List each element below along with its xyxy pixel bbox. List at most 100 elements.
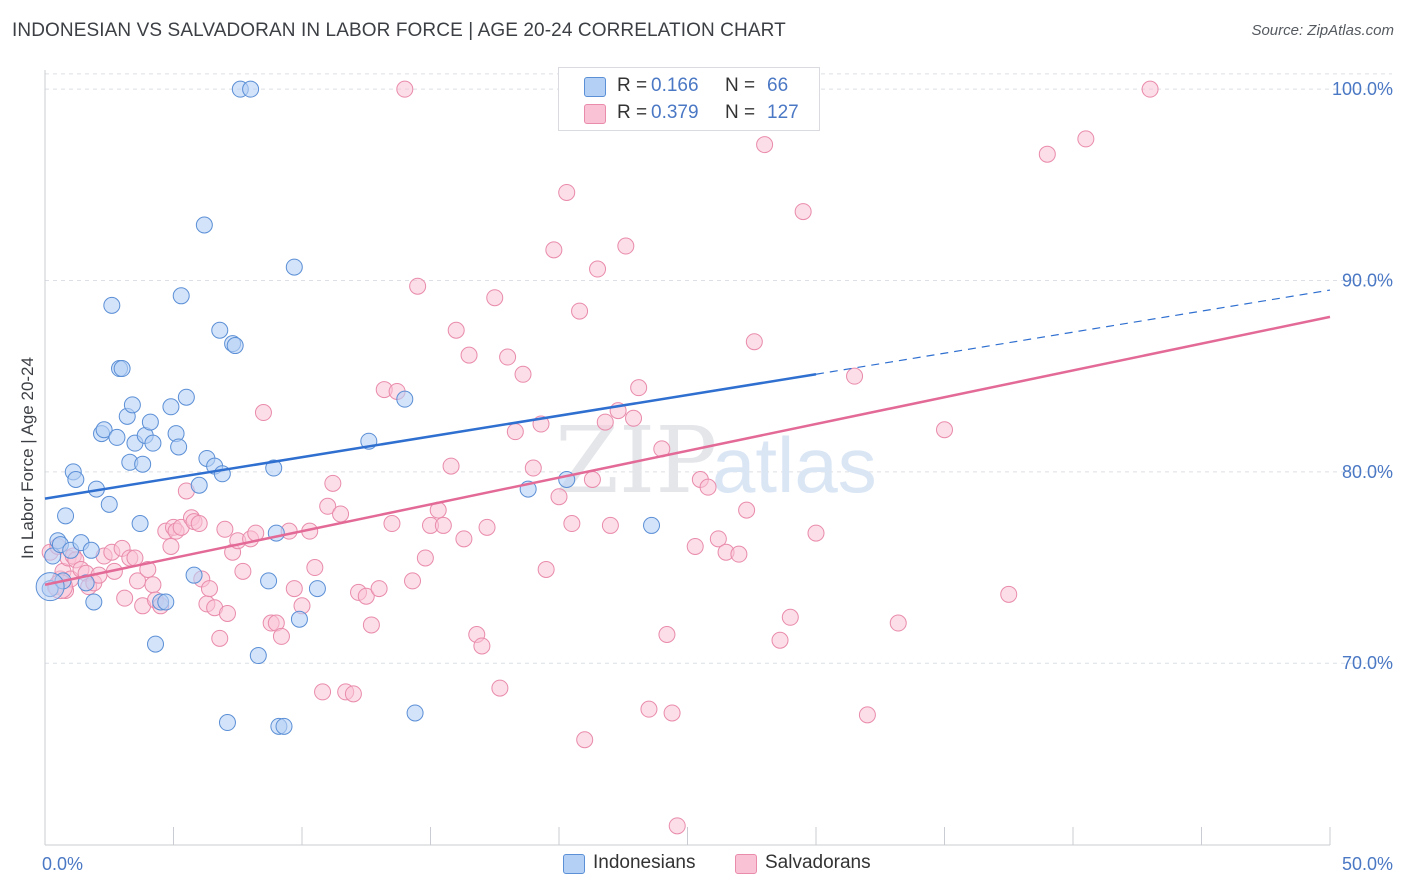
- salvadoran-point: [889, 614, 907, 632]
- salvadoran-point: [738, 501, 756, 519]
- indonesian-point: [195, 216, 213, 234]
- salvadoran-point: [216, 520, 234, 538]
- salvadoran-point: [699, 478, 717, 496]
- salvadoran-point: [200, 580, 218, 598]
- indonesian-point: [275, 717, 293, 735]
- chart-title: INDONESIAN VS SALVADORAN IN LABOR FORCE …: [12, 20, 786, 41]
- salvadoran-point: [162, 537, 180, 555]
- salvadoran-point: [139, 560, 157, 578]
- salvadoran-point: [460, 346, 478, 364]
- indonesian-point: [172, 287, 190, 305]
- legend-r-label: R =: [617, 102, 648, 123]
- indonesian-point: [144, 434, 162, 452]
- indonesian-point: [67, 471, 85, 489]
- indonesian-point: [82, 541, 100, 559]
- salvadoran-point: [306, 559, 324, 577]
- tick-labels: 70.0% 80.0% 90.0% 100.0% 0.0% 50.0%: [42, 79, 1393, 874]
- legend-n-label: N =: [725, 102, 756, 123]
- salvadoran-point: [144, 576, 162, 594]
- salvadoran-point: [563, 515, 581, 533]
- salvadorans-trend-line: [44, 315, 1331, 586]
- salvadoran-point: [571, 302, 589, 320]
- salvadoran-point: [625, 409, 643, 427]
- y-tick-label: 70.0%: [1342, 653, 1393, 673]
- salvadoran-point: [781, 608, 799, 626]
- legend-r-label: R =: [617, 75, 648, 96]
- x-tick-label: 0.0%: [42, 854, 83, 874]
- indonesian-point: [242, 80, 260, 98]
- legend-row-salvadorans: R = 0.379 N = 127: [559, 101, 819, 127]
- indonesian-point: [103, 296, 121, 314]
- axes: [44, 70, 1331, 846]
- salvadoran-point: [589, 260, 607, 278]
- indonesian-point: [113, 360, 131, 378]
- legend-r-value: 0.166: [651, 75, 699, 96]
- indonesian-point: [100, 495, 118, 513]
- indonesian-point: [226, 337, 244, 355]
- salvadoran-point: [383, 515, 401, 533]
- salvadoran-point: [936, 421, 953, 439]
- indonesians-swatch: [563, 854, 585, 874]
- indonesian-point: [95, 421, 113, 439]
- indonesian-point: [185, 566, 203, 584]
- salvadoran-point: [442, 457, 460, 475]
- salvadoran-point: [1038, 145, 1056, 163]
- indonesian-point: [265, 459, 283, 477]
- legend-swatch-indonesians: [584, 77, 606, 97]
- salvadoran-point: [601, 516, 619, 534]
- indonesian-point: [308, 580, 326, 598]
- salvadoran-point: [745, 333, 763, 351]
- salvadoran-point: [617, 237, 635, 255]
- salvadoran-point: [285, 580, 303, 598]
- indonesian-point: [249, 647, 267, 665]
- indonesians-points: [35, 80, 820, 735]
- salvadoran-point: [190, 515, 208, 533]
- salvadoran-point: [537, 560, 555, 578]
- salvadoran-point: [1077, 130, 1095, 148]
- salvadoran-point: [576, 731, 594, 749]
- salvadoran-point: [332, 505, 350, 523]
- indonesian-point: [57, 507, 75, 525]
- salvadoran-point: [234, 562, 252, 580]
- indonesian-point: [177, 388, 195, 406]
- indonesian-point: [218, 714, 236, 732]
- indonesian-point: [123, 396, 141, 414]
- salvadoran-point: [663, 704, 681, 722]
- indonesian-point: [85, 593, 103, 611]
- salvadoran-point: [319, 497, 337, 515]
- salvadoran-point: [218, 604, 236, 622]
- salvadoran-point: [314, 683, 332, 701]
- salvadoran-point: [447, 321, 465, 339]
- salvadoran-point: [357, 587, 375, 605]
- salvadoran-point: [550, 488, 568, 506]
- legend-swatch-salvadorans: [584, 104, 606, 124]
- indonesians-trend-extension: [815, 289, 1331, 375]
- trend-lines: [44, 289, 1331, 586]
- salvadoran-point: [344, 685, 362, 703]
- indonesian-point: [35, 572, 65, 602]
- salvadoran-point: [658, 626, 676, 644]
- legend-r-value: 0.379: [651, 102, 699, 123]
- salvadoran-point: [807, 524, 825, 542]
- salvadoran-point: [730, 545, 748, 563]
- y-tick-label: 80.0%: [1342, 462, 1393, 482]
- salvadoran-point: [491, 679, 509, 697]
- salvadoran-point: [846, 367, 864, 385]
- salvadoran-point: [514, 365, 532, 383]
- chart-source: Source: ZipAtlas.com: [1251, 22, 1394, 39]
- salvadoran-point: [756, 136, 774, 154]
- salvadoran-point: [478, 518, 496, 536]
- salvadoran-point: [630, 379, 648, 397]
- salvadoran-point: [858, 706, 876, 724]
- indonesian-point: [285, 258, 303, 276]
- y-axis-title: In Labor Force | Age 20-24: [18, 357, 37, 559]
- salvadoran-point: [272, 627, 290, 645]
- salvadoran-point: [1141, 80, 1159, 98]
- salvadoran-point: [362, 616, 380, 634]
- series-legend: Indonesians Salvadorans: [0, 852, 1406, 878]
- indonesian-point: [108, 428, 126, 446]
- salvadoran-point: [473, 637, 491, 655]
- salvadoran-point: [116, 589, 134, 607]
- indonesian-point: [141, 413, 159, 431]
